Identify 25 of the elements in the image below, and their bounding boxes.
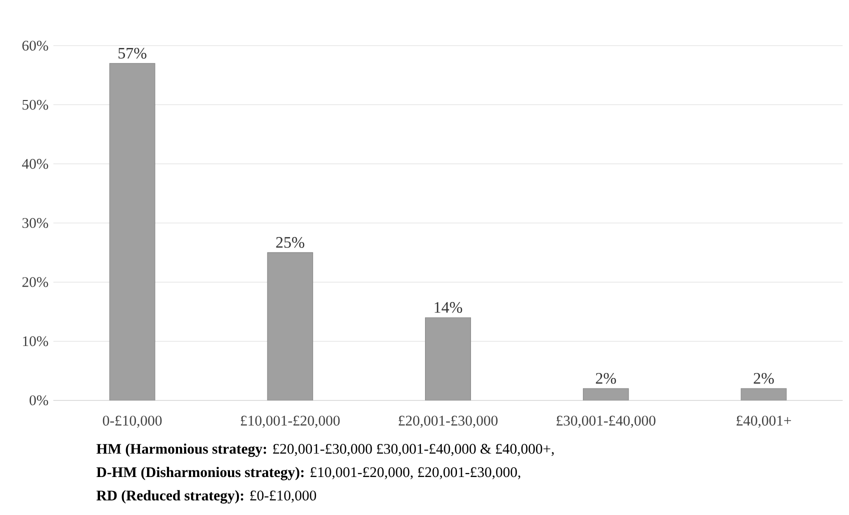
data-label: 2%	[596, 372, 616, 384]
data-label: 25%	[276, 236, 304, 248]
y-tick-label: 20%	[22, 277, 48, 288]
x-tick-label: £30,001-£40,000	[556, 416, 656, 428]
y-tick-label: 30%	[22, 218, 48, 228]
bar	[740, 388, 787, 400]
text: HM (Harmonious strategy: £20,001-£30,000 £30,001-£40,000 & £40,000+,	[96, 444, 554, 457]
y-tick-label: 10%	[23, 336, 48, 346]
x-tick-label: £10,001-£20,000	[240, 416, 340, 428]
y-tick-label: 0%	[30, 395, 48, 406]
y-tick-label: 50%	[22, 100, 48, 110]
data-label: 2%	[754, 372, 774, 384]
data-label: 57%	[118, 48, 146, 59]
text: RD (Reduced strategy): £0-£10,000	[96, 490, 316, 504]
data-label: 14%	[434, 302, 462, 313]
bar	[267, 252, 314, 400]
bar	[582, 388, 629, 400]
bar	[425, 317, 471, 400]
bar	[109, 63, 156, 400]
x-tick-label: £20,001-£30,000	[398, 416, 498, 428]
x-tick-label: £40,001+	[736, 416, 791, 428]
text: D-HM (Disharmonious strategy): £10,001-£20,000, £20,001-£30,000,	[96, 466, 520, 480]
y-tick-label: 60%	[22, 40, 48, 51]
y-tick-label: 40%	[22, 158, 48, 169]
x-tick-label: 0-£10,000	[102, 416, 162, 428]
